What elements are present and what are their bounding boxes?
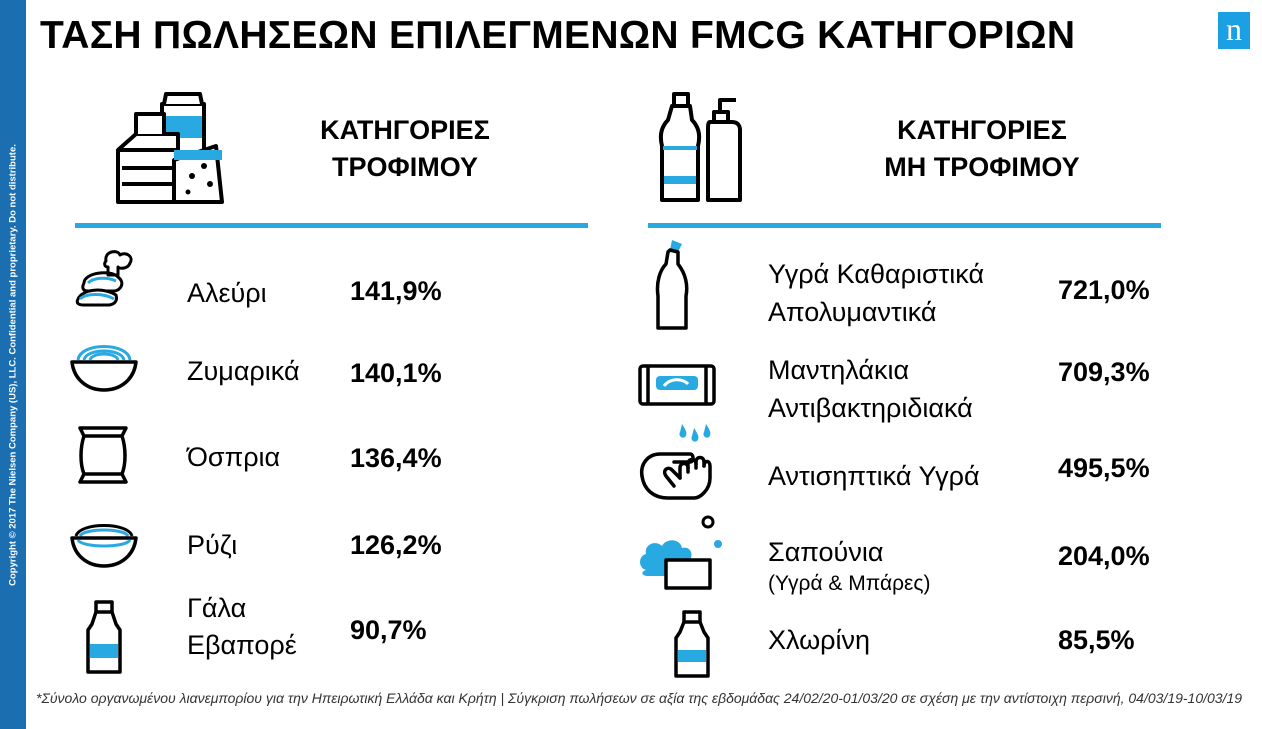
nonfood-divider — [648, 223, 1161, 228]
nonfood-label-soaps: Σαπούνια (Υγρά & Μπάρες) — [768, 537, 931, 595]
food-divider — [75, 223, 588, 228]
nonfood-label-antiseptics: Αντισηπτικά Υγρά — [768, 461, 980, 491]
nielsen-logo: n — [1218, 12, 1250, 49]
nonfood-label-wipes: Μαντηλάκια Αντιβακτηριδιακά — [768, 355, 973, 423]
food-heading: ΚΑΤΗΓΟΡΙΕΣ ΤΡΟΦΙΜΟΥ — [320, 115, 490, 182]
food-value-flour: 141,9% — [350, 276, 442, 306]
copyright-text: Copyright © 2017 The Nielsen Company (US… — [7, 144, 19, 586]
food-label-legumes: Όσπρια — [187, 442, 281, 472]
food-value-pasta: 140,1% — [350, 358, 442, 388]
rice-bowl-icon — [70, 524, 138, 568]
nonfood-heading: ΚΑΤΗΓΟΡΙΕΣ ΜΗ ΤΡΟΦΙΜΟΥ — [884, 115, 1080, 182]
food-label-milk: Γάλα Εβαπορέ — [187, 593, 297, 660]
food-label-rice: Ρύζι — [187, 530, 238, 560]
soap-bar-icon — [640, 515, 722, 590]
groceries-icon — [116, 92, 224, 204]
cleaner-bottle-icon — [655, 240, 689, 330]
bleach-bottle-icon — [674, 610, 710, 678]
copyright-sidebar: Copyright © 2017 The Nielsen Company (US… — [0, 0, 26, 729]
food-label-pasta: Ζυμαρικά — [187, 356, 300, 386]
page-title: ΤΑΣΗ ΠΩΛΗΣΕΩΝ ΕΠΙΛΕΓΜΕΝΩΝ FMCG ΚΑΤΗΓΟΡΙΩ… — [40, 14, 1076, 57]
footnote: *Σύνολο οργανωμένου λιανεμπορίου για την… — [36, 690, 1243, 706]
hand-wash-icon — [639, 424, 712, 500]
cleaning-bottles-icon — [658, 92, 742, 202]
nonfood-label-bleach: Χλωρίνη — [768, 625, 871, 655]
nonfood-value-antiseptics: 495,5% — [1058, 453, 1150, 483]
food-value-legumes: 136,4% — [350, 443, 442, 473]
nonfood-value-cleaners: 721,0% — [1058, 275, 1150, 305]
nonfood-label-cleaners: Υγρά Καθαριστικά Απολυμαντικά — [768, 259, 985, 327]
nonfood-value-bleach: 85,5% — [1058, 625, 1135, 655]
food-label-flour: Αλεύρι — [187, 278, 267, 308]
nonfood-value-soaps: 204,0% — [1058, 541, 1150, 571]
pasta-bowl-icon — [70, 345, 138, 392]
milk-bottle-icon — [86, 600, 122, 674]
food-value-milk: 90,7% — [350, 615, 427, 645]
wipes-pack-icon — [638, 364, 716, 406]
legumes-bag-icon — [78, 426, 128, 484]
food-value-rice: 126,2% — [350, 530, 442, 560]
flour-bread-icon — [75, 250, 133, 307]
nonfood-value-wipes: 709,3% — [1058, 357, 1150, 387]
